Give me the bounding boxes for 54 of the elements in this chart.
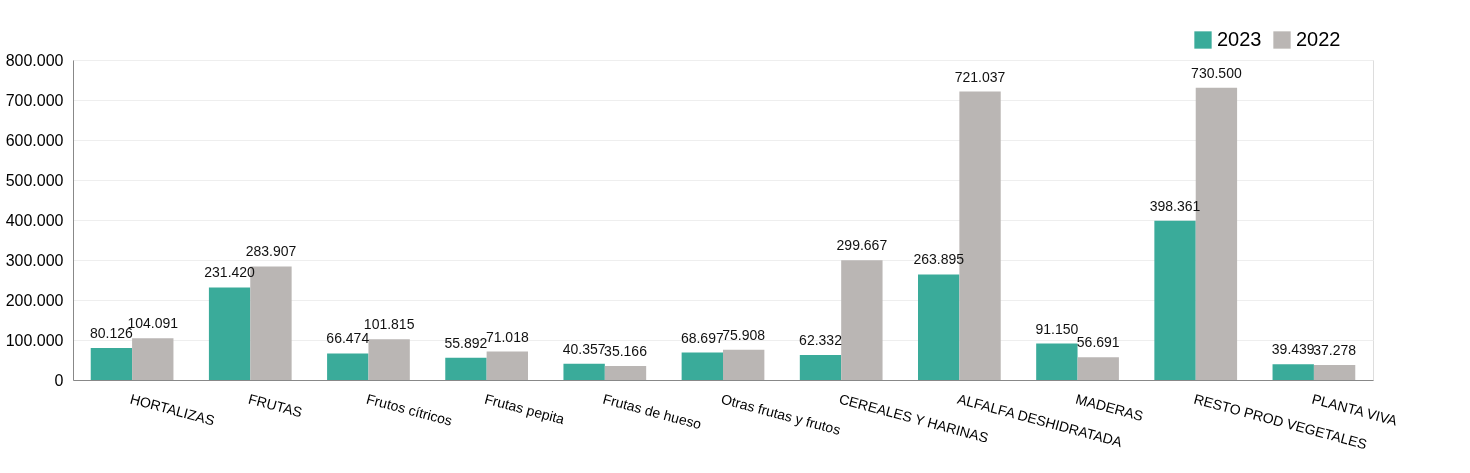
data-label: 75.908 xyxy=(722,326,766,343)
data-label: 55.892 xyxy=(444,334,488,351)
legend-label: 2022 xyxy=(1296,28,1341,50)
data-label: 721.037 xyxy=(954,68,1006,85)
data-label: 71.018 xyxy=(485,328,529,345)
y-tick-label: 0 xyxy=(54,371,64,389)
bar xyxy=(918,274,960,380)
bar xyxy=(1077,357,1119,380)
data-label: 91.150 xyxy=(1035,320,1079,337)
bar xyxy=(723,349,765,380)
data-label: 66.474 xyxy=(326,330,370,347)
y-tick-label: 400.000 xyxy=(5,211,64,229)
data-label: 37.278 xyxy=(1313,342,1357,359)
bar xyxy=(563,363,605,380)
bar xyxy=(1036,343,1078,380)
data-label: 101.815 xyxy=(363,316,415,333)
x-tick-label: Frutos cítricos xyxy=(364,390,454,429)
y-tick-label: 700.000 xyxy=(5,91,64,109)
data-label: 299.667 xyxy=(836,237,888,254)
data-label: 56.691 xyxy=(1076,334,1120,351)
bar xyxy=(841,260,883,380)
y-tick-label: 100.000 xyxy=(5,331,64,349)
data-label: 231.420 xyxy=(204,264,256,281)
data-label: 68.697 xyxy=(680,329,724,346)
bar xyxy=(1272,364,1314,380)
y-tick-label: 300.000 xyxy=(5,251,64,269)
legend-label: 2023 xyxy=(1217,28,1262,50)
data-label: 283.907 xyxy=(245,243,297,260)
bar xyxy=(486,351,528,380)
data-label: 62.332 xyxy=(799,332,843,349)
bar xyxy=(90,347,133,380)
bar xyxy=(1313,365,1356,380)
bar xyxy=(327,353,369,380)
data-label: 35.166 xyxy=(604,342,648,359)
data-label: 263.895 xyxy=(913,251,965,268)
bar xyxy=(368,339,410,380)
data-label: 39.439 xyxy=(1271,341,1315,358)
bar xyxy=(681,352,723,380)
bar xyxy=(604,365,647,380)
y-tick-label: 500.000 xyxy=(5,171,64,189)
bar xyxy=(1154,220,1196,380)
x-tick-label: Frutas de hueso xyxy=(601,390,704,433)
bar xyxy=(132,338,174,380)
data-label: 398.361 xyxy=(1149,197,1201,214)
data-label: 40.357 xyxy=(562,340,606,357)
x-tick-label: FRUTAS xyxy=(246,390,304,421)
data-label: 730.500 xyxy=(1191,64,1242,81)
bar xyxy=(799,355,842,380)
bar xyxy=(208,287,251,380)
bar xyxy=(445,357,487,380)
y-tick-label: 200.000 xyxy=(5,291,64,309)
x-tick-label: Frutas pepita xyxy=(483,390,567,428)
y-tick-label: 600.000 xyxy=(5,131,64,149)
y-tick-label: 800.000 xyxy=(5,51,64,69)
